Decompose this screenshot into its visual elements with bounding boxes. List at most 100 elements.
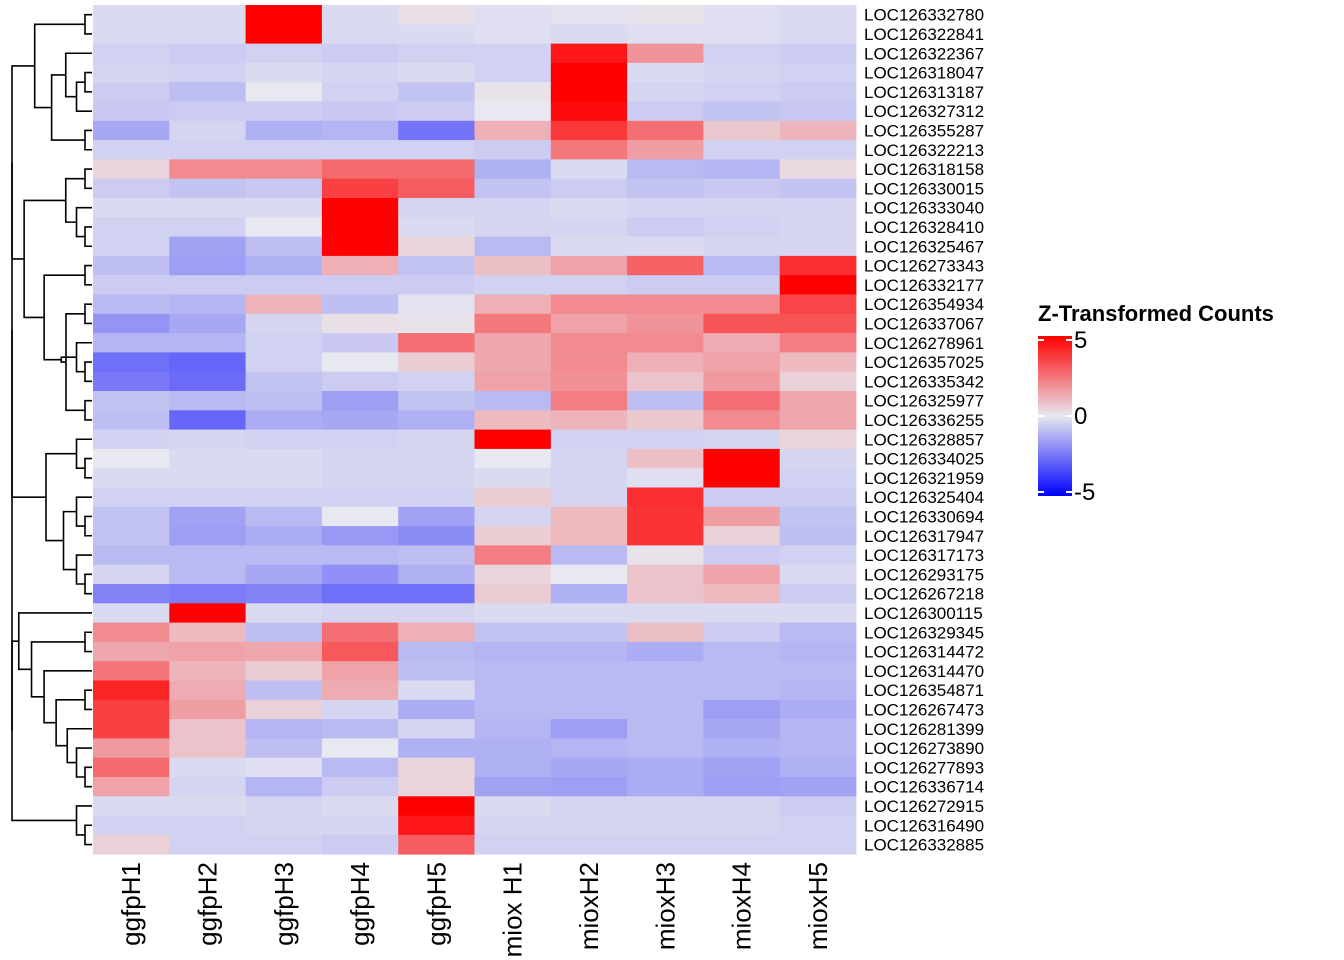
heatmap-cell	[169, 603, 246, 623]
heatmap-cell	[398, 757, 475, 778]
row-label: LOC126322841	[864, 25, 984, 44]
heatmap-cell	[703, 487, 781, 508]
heatmap-cell	[703, 24, 781, 44]
heatmap-cell	[321, 815, 399, 836]
heatmap-cell	[93, 333, 170, 353]
heatmap-cell	[550, 680, 628, 701]
heatmap-cell	[245, 622, 323, 643]
row-label: LOC126281399	[864, 720, 984, 739]
heatmap-cell	[398, 120, 475, 141]
heatmap-cell	[550, 217, 628, 237]
heatmap-cell	[550, 391, 628, 411]
heatmap-cell	[550, 699, 628, 720]
row-label: LOC126329345	[864, 623, 984, 642]
heatmap-cell	[703, 622, 781, 643]
heatmap-cell	[703, 564, 781, 585]
heatmap-cell	[398, 5, 475, 25]
heatmap-cell	[703, 294, 781, 315]
heatmap-cell	[169, 777, 246, 797]
heatmap-cell	[169, 448, 246, 469]
row-label: LOC126355287	[864, 121, 984, 140]
heatmap-cell	[169, 738, 246, 759]
heatmap-cell	[550, 815, 628, 836]
heatmap-cell	[398, 641, 475, 662]
heatmap-cell	[245, 82, 323, 102]
heatmap-cell	[779, 564, 857, 585]
heatmap-cell	[245, 815, 323, 836]
dendrogram-branch	[84, 361, 92, 383]
heatmap-cell	[169, 217, 246, 237]
heatmap-cell	[169, 140, 246, 160]
heatmap-cell	[321, 5, 399, 25]
heatmap-cell	[93, 699, 170, 720]
heatmap-cell	[474, 43, 552, 64]
heatmap-cell	[474, 313, 552, 334]
heatmap-cell	[245, 564, 323, 585]
heatmap-cell	[474, 757, 552, 778]
heatmap-cell	[169, 24, 246, 44]
heatmap-cell	[321, 294, 399, 315]
heatmap-cell	[398, 159, 475, 180]
heatmap-cell	[93, 313, 170, 334]
heatmap-cell	[703, 429, 781, 450]
column-label: ggfpH5	[421, 862, 451, 946]
heatmap-cell	[245, 487, 323, 508]
heatmap-cell	[321, 506, 399, 527]
heatmap-cell	[627, 757, 704, 778]
row-label: LOC126357025	[864, 353, 984, 372]
heatmap-cell	[398, 333, 475, 353]
heatmap-cell	[398, 352, 475, 373]
heatmap-cell	[474, 62, 552, 83]
color-legend: Z-Transformed Counts 5 0 -5	[1038, 301, 1274, 506]
heatmap-cell	[779, 275, 857, 295]
heatmap-cell	[474, 506, 552, 527]
heatmap-cell	[474, 140, 552, 160]
heatmap-cell	[550, 719, 628, 739]
heatmap-cell	[398, 661, 475, 681]
heatmap-cell	[321, 371, 399, 392]
heatmap-cell	[321, 468, 399, 488]
heatmap-cell	[627, 622, 704, 643]
heatmap-cell	[627, 120, 704, 141]
dendrogram-branch	[84, 129, 92, 151]
row-label: LOC126325404	[864, 488, 984, 507]
heatmap-cell	[93, 719, 170, 739]
heatmap-cell	[321, 198, 399, 218]
heatmap-cell	[398, 198, 475, 218]
heatmap-cell	[321, 410, 399, 430]
heatmap-cell	[398, 777, 475, 797]
heatmap-cell	[321, 236, 399, 257]
heatmap-cell	[93, 410, 170, 430]
heatmap-cell	[779, 815, 857, 836]
heatmap-cell	[245, 834, 323, 855]
heatmap-cell	[169, 834, 246, 855]
heatmap-cell	[550, 526, 628, 546]
heatmap-cell	[245, 178, 323, 199]
heatmap-cell	[398, 815, 475, 836]
dendrogram-branch	[84, 264, 92, 286]
heatmap-cell	[627, 506, 704, 527]
heatmap-cell	[398, 429, 475, 450]
heatmap-cell	[169, 198, 246, 218]
heatmap-cell	[245, 391, 323, 411]
heatmap-cell	[169, 410, 246, 430]
heatmap-cell	[779, 448, 857, 469]
column-labels: ggfpH1 ggfpH2 ggfpH3 ggfpH4 ggfpH5 miox H1 mio…	[116, 862, 833, 957]
heatmap-cell	[550, 333, 628, 353]
heatmap-cell	[93, 275, 170, 295]
dendrogram-branch	[60, 356, 77, 363]
heatmap-cell	[93, 777, 170, 797]
heatmap-cell	[169, 815, 246, 836]
heatmap-cell	[398, 526, 475, 546]
heatmap-cell	[245, 680, 323, 701]
heatmap-cell	[169, 391, 246, 411]
heatmap-cell	[703, 661, 781, 681]
heatmap-cell	[703, 140, 781, 160]
heatmap-cell	[474, 680, 552, 701]
legend-tick-label: 0	[1074, 403, 1087, 430]
heatmap-cell	[245, 5, 323, 25]
heatmap-cell	[474, 429, 552, 450]
heatmap-cell	[93, 545, 170, 566]
heatmap-cell	[703, 834, 781, 855]
heatmap-cell	[398, 468, 475, 488]
